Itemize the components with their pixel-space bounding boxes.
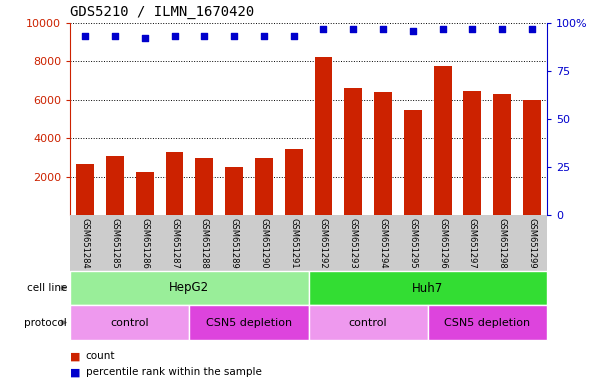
Point (199, 33, 209, 40)
Point (140, 35, 150, 41)
Bar (285, 149, 302, 215)
Text: control: control (349, 318, 387, 328)
Text: ■: ■ (70, 367, 81, 377)
Point (348, 26, 358, 32)
Bar (309, 305, 428, 340)
Text: GSM651292: GSM651292 (319, 218, 328, 268)
Text: GSM651298: GSM651298 (498, 218, 507, 268)
Bar (70, 305, 189, 340)
Bar (76, 164, 94, 215)
Text: control: control (111, 318, 149, 328)
Text: percentile rank within the sample: percentile rank within the sample (86, 367, 262, 377)
Bar (70, 271, 309, 305)
Point (408, 28, 418, 34)
Bar (428, 305, 547, 340)
Text: Huh7: Huh7 (412, 281, 444, 295)
Text: GSM651294: GSM651294 (379, 218, 387, 268)
Text: GSM651285: GSM651285 (111, 218, 119, 268)
Text: GSM651286: GSM651286 (141, 218, 149, 269)
Bar (493, 94, 511, 215)
Text: GSM651295: GSM651295 (408, 218, 417, 268)
Text: HepG2: HepG2 (169, 281, 210, 295)
Text: GSM651293: GSM651293 (349, 218, 357, 268)
Text: GSM651290: GSM651290 (260, 218, 268, 268)
Text: GSM651296: GSM651296 (438, 218, 447, 268)
Point (318, 26, 328, 32)
Text: count: count (86, 351, 115, 361)
Point (289, 33, 299, 40)
Point (259, 33, 269, 40)
Text: GSM651287: GSM651287 (170, 218, 179, 269)
Point (378, 26, 388, 32)
Bar (404, 111, 422, 215)
Bar (374, 92, 392, 215)
Bar (434, 66, 452, 215)
Point (80, 33, 90, 40)
Point (467, 26, 477, 32)
Text: protocol: protocol (24, 318, 67, 328)
Text: CSN5 depletion: CSN5 depletion (444, 318, 530, 328)
Text: cell line: cell line (27, 283, 67, 293)
Text: GSM651288: GSM651288 (200, 218, 209, 269)
Text: GSM651297: GSM651297 (468, 218, 477, 268)
Point (170, 33, 180, 40)
Text: ■: ■ (70, 351, 81, 361)
Text: GSM651291: GSM651291 (289, 218, 298, 268)
Bar (106, 157, 124, 215)
Text: GSM651284: GSM651284 (81, 218, 90, 268)
Bar (189, 305, 309, 340)
Text: GSM651289: GSM651289 (230, 218, 238, 268)
Bar (463, 91, 481, 215)
Bar (345, 88, 362, 215)
Point (110, 33, 120, 40)
Bar (315, 56, 332, 215)
Point (527, 26, 537, 32)
Bar (166, 152, 183, 215)
Bar (225, 167, 243, 215)
Text: GSM651299: GSM651299 (527, 218, 536, 268)
Bar (523, 100, 541, 215)
Bar (309, 271, 547, 305)
Point (229, 33, 239, 40)
Bar (196, 159, 213, 215)
Point (497, 26, 507, 32)
Text: CSN5 depletion: CSN5 depletion (206, 318, 292, 328)
Text: GDS5210 / ILMN_1670420: GDS5210 / ILMN_1670420 (70, 5, 255, 19)
Bar (255, 159, 273, 215)
Point (437, 26, 447, 32)
Bar (136, 172, 154, 215)
